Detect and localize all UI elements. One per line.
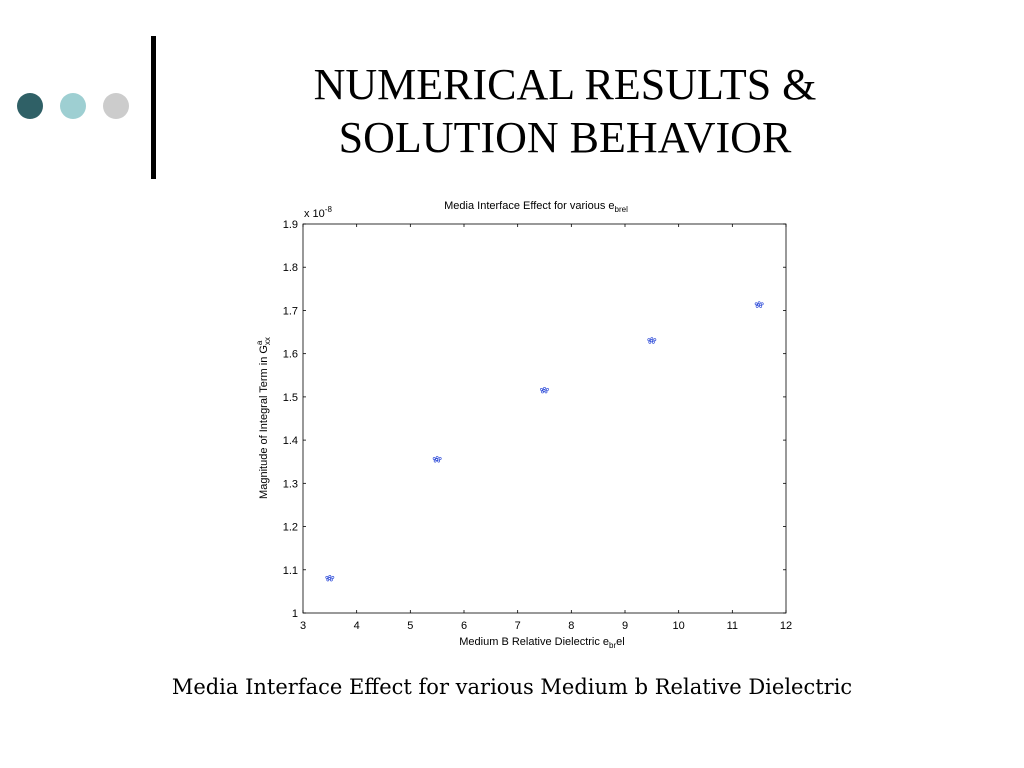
plot-area — [302, 223, 787, 614]
y-tick-label: 1.7 — [283, 305, 298, 317]
y-tick-label: 1.4 — [283, 435, 298, 447]
data-markers — [325, 301, 764, 582]
slide-caption: Media Interface Effect for various Mediu… — [171, 675, 853, 699]
x-tick-label: 5 — [407, 620, 413, 632]
slide-title: NUMERICAL RESULTS & SOLUTION BEHAVIOR — [190, 58, 940, 164]
y-tick-label: 1.8 — [283, 262, 298, 274]
data-point — [325, 575, 335, 582]
x-tick-label: 4 — [354, 620, 360, 632]
y-axis-label: Magnitude of Integral Term in Gxxa — [255, 337, 272, 499]
x-tick-label: 8 — [568, 620, 574, 632]
chart-title: Media Interface Effect for various ebrel — [444, 200, 628, 214]
x-tick-label: 11 — [727, 620, 738, 632]
y-tick-label: 1 — [292, 608, 298, 620]
x-axis-label: Medium B Relative Dielectric ebrel — [459, 636, 624, 650]
bullet-dot-dark — [17, 93, 43, 119]
y-exponent-label: x 10-8 — [304, 205, 332, 220]
data-point — [647, 337, 657, 344]
x-tick-label: 9 — [622, 620, 628, 632]
x-tick-label: 12 — [780, 620, 792, 632]
axis-ticks: 3 4 5 6 7 8 9 10 11 12 1 1.1 1.2 1.3 1.4 1.5 1.6 1.7 1.8 1.… — [283, 219, 792, 632]
slide-title-line2: SOLUTION BEHAVIOR — [338, 113, 792, 162]
data-point — [754, 301, 764, 308]
y-tick-label: 1.5 — [283, 392, 298, 404]
x-tick-label: 6 — [461, 620, 467, 632]
slide-title-line1: NUMERICAL RESULTS & — [313, 60, 817, 109]
y-tick-label: 1.6 — [283, 349, 298, 361]
data-point — [540, 387, 549, 394]
y-tick-label: 1.1 — [283, 565, 298, 577]
y-tick-label: 1.2 — [283, 522, 298, 534]
y-tick-label: 1.3 — [283, 478, 298, 490]
y-tick-label: 1.9 — [283, 219, 298, 231]
bullet-dot-gray — [103, 93, 129, 119]
data-point — [432, 456, 442, 463]
bullet-dot-teal — [60, 93, 86, 119]
x-tick-label: 10 — [673, 620, 685, 632]
title-divider — [151, 36, 156, 179]
x-tick-label: 7 — [515, 620, 521, 632]
x-tick-label: 3 — [300, 620, 306, 632]
